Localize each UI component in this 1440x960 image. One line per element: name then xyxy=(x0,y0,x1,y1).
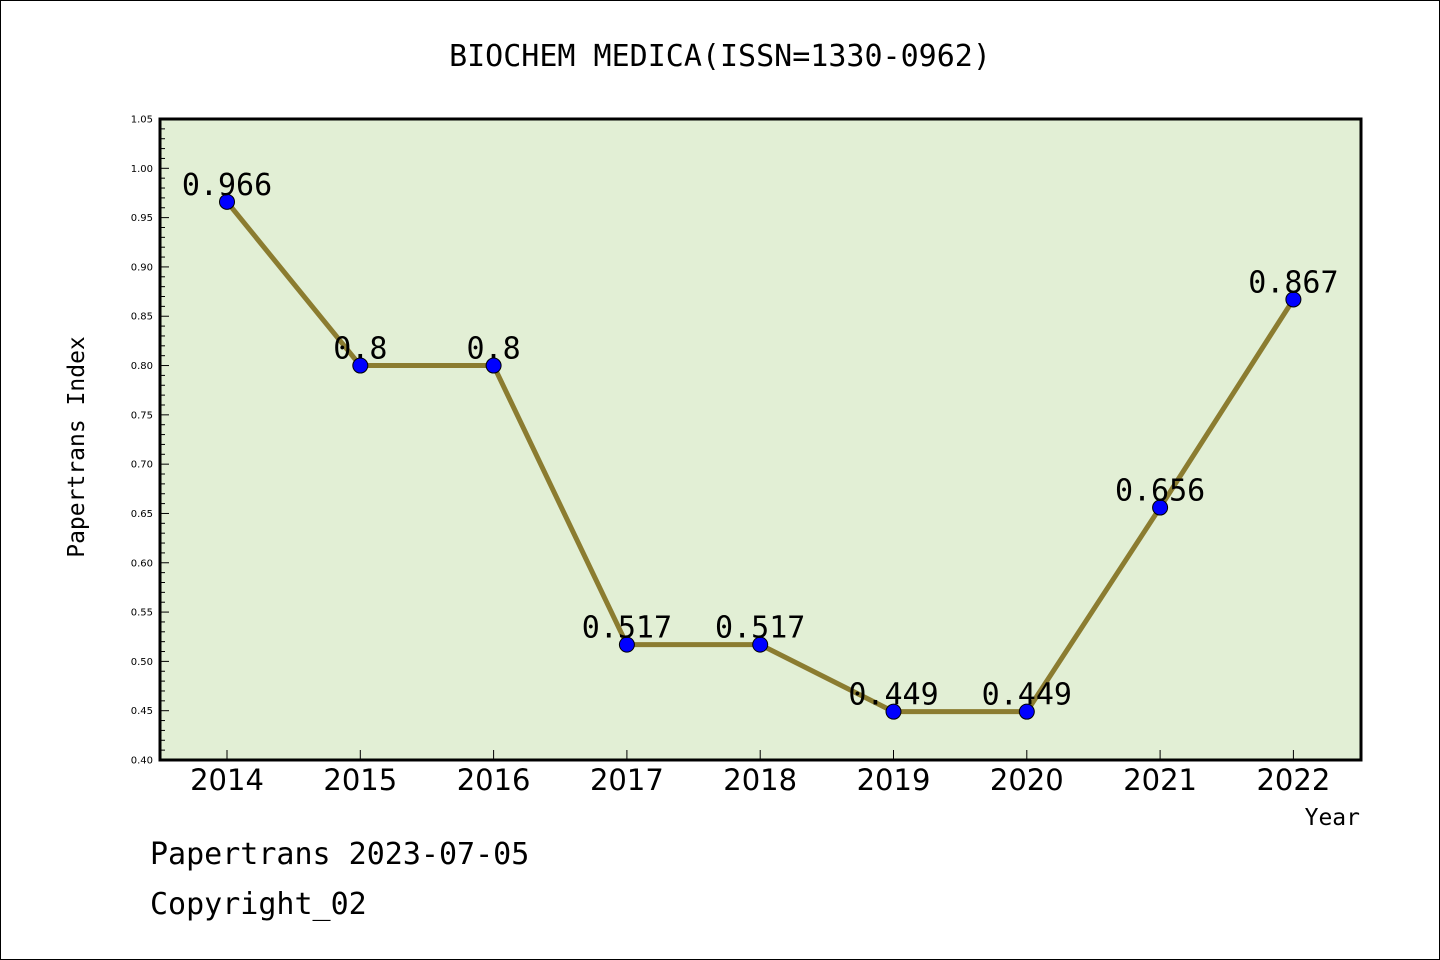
data-label: 0.8 xyxy=(467,332,521,367)
x-tick-label: 2014 xyxy=(190,763,264,797)
data-label: 0.656 xyxy=(1115,474,1205,509)
data-point xyxy=(1018,703,1035,720)
x-tick-label: 2015 xyxy=(323,763,397,797)
y-tick-label: 0.75 xyxy=(131,410,153,421)
data-label: 0.867 xyxy=(1248,265,1338,300)
data-label: 0.449 xyxy=(848,678,938,713)
data-label: 0.449 xyxy=(982,678,1072,713)
y-tick-label: 1.05 xyxy=(131,115,153,126)
x-axis-label: Year xyxy=(1305,805,1360,831)
data-point xyxy=(1152,499,1169,516)
y-tick-label: 0.85 xyxy=(131,312,153,323)
data-label: 0.517 xyxy=(582,611,672,646)
x-tick-label: 2017 xyxy=(590,763,664,797)
y-tick-label: 0.90 xyxy=(131,262,153,273)
y-tick-label: 1.00 xyxy=(131,164,153,175)
x-tick-label: 2020 xyxy=(990,763,1064,797)
y-tick-label: 0.40 xyxy=(131,756,153,767)
data-label-group: 0.966 0.8 0.8 0.517 0.517 0.449 0.449 0.656 0.86… xyxy=(182,168,1339,713)
y-tick-label: 0.50 xyxy=(131,657,153,668)
x-tick-label: 2019 xyxy=(857,763,931,797)
y-tick-label: 0.80 xyxy=(131,361,153,372)
y-tick-label: 0.60 xyxy=(131,558,153,569)
x-tick-label: 2022 xyxy=(1256,763,1330,797)
data-point xyxy=(618,636,635,653)
y-tick-label: 0.95 xyxy=(131,213,153,224)
marker-group xyxy=(219,193,1302,720)
data-point xyxy=(219,193,235,210)
data-point xyxy=(352,357,369,374)
footer-copyright: Copyright_02 xyxy=(150,887,367,922)
y-axis-label: Papertrans Index xyxy=(64,336,90,558)
x-axis: 2014 2015 2016 2017 2018 2019 2020 2021 2022 xyxy=(190,750,1330,797)
data-point xyxy=(752,636,769,653)
data-point xyxy=(485,357,502,374)
data-label: 0.966 xyxy=(182,168,272,203)
y-tick-label: 0.65 xyxy=(131,509,153,520)
y-axis: 0.40 0.45 0.50 0.55 0.60 0.65 0.70 0.75 0.80 0.85… xyxy=(131,115,169,767)
data-point xyxy=(885,703,902,720)
y-tick-label: 0.55 xyxy=(131,608,153,619)
footer-date: Papertrans 2023-07-05 xyxy=(150,837,529,872)
chart-title: BIOCHEM MEDICA(ISSN=1330-0962) xyxy=(449,39,991,74)
y-tick-label: 0.45 xyxy=(131,706,153,717)
y-tick-label: 0.70 xyxy=(131,460,153,471)
data-point xyxy=(1285,291,1302,308)
data-label: 0.8 xyxy=(333,332,387,367)
x-tick-label: 2016 xyxy=(457,763,531,797)
plot-area xyxy=(158,117,1363,762)
x-tick-label: 2018 xyxy=(723,763,797,797)
data-label: 0.517 xyxy=(715,611,805,646)
x-tick-label: 2021 xyxy=(1123,763,1197,797)
